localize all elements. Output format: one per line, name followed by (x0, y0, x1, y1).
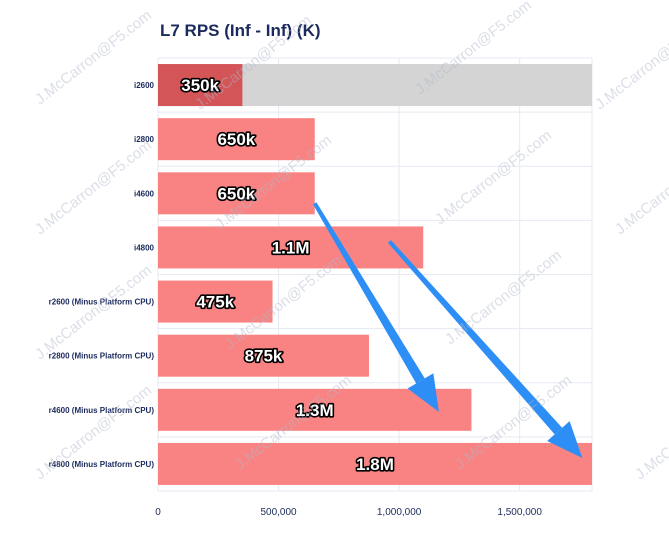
category-label: r4800 (Minus Platform CPU) (49, 460, 155, 469)
watermark-text: J.McCarron@F5.com (432, 127, 555, 228)
x-axis-ticks: 0 500,000 1,000,000 1,500,000 (155, 507, 542, 518)
data-label: 1.8M (356, 455, 394, 474)
category-label: i4800 (134, 243, 155, 252)
data-label: 475k (196, 293, 234, 312)
data-label: 650k (217, 130, 255, 149)
watermark-text: J.McCarron@F5.com (32, 262, 155, 363)
watermark-text: J.McCarron@F5.com (442, 247, 565, 348)
category-label: i4600 (134, 189, 155, 198)
bar-i4800 (158, 226, 424, 269)
category-label: i2600 (134, 81, 155, 90)
data-label: 350k (181, 76, 219, 95)
arrow-head (547, 421, 583, 458)
arrow-shaft (313, 202, 425, 384)
bar-i2600 (158, 64, 243, 107)
data-label: 875k (245, 347, 283, 366)
x-tick-label: 1,500,000 (497, 507, 542, 518)
arrow-shaft (387, 240, 563, 435)
chart-title: L7 RPS (Inf - Inf) (K) (160, 21, 321, 40)
category-label: r2600 (Minus Platform CPU) (49, 298, 155, 307)
watermark-text: J.McCarron@F5.com (632, 382, 669, 483)
arrow-1 (313, 202, 439, 412)
watermark-text: J.McCarron@F5.com (592, 12, 669, 113)
data-label: 1.3M (296, 401, 334, 420)
arrow-2 (387, 240, 583, 458)
arrow-head (407, 373, 439, 412)
x-tick-label: 1,000,000 (377, 507, 422, 518)
category-label: r4600 (Minus Platform CPU) (49, 406, 155, 415)
arrows (313, 202, 583, 458)
watermark-text: J.McCarron@F5.com (32, 137, 155, 238)
x-tick-label: 500,000 (260, 507, 297, 518)
bar-r2800 (158, 334, 369, 377)
watermark-text: J.McCarron@F5.com (612, 137, 669, 238)
watermark-text: J.McCarron@F5.com (32, 7, 155, 108)
data-label: 650k (217, 184, 255, 203)
category-label: i2800 (134, 135, 155, 144)
bar-i4600 (158, 172, 315, 215)
category-label: r2800 (Minus Platform CPU) (49, 352, 155, 361)
bar-r4800 (158, 442, 592, 485)
bar-r2600 (158, 280, 273, 323)
bar-i2800 (158, 118, 315, 161)
x-tick-label: 0 (155, 507, 161, 518)
data-label: 1.1M (272, 238, 310, 257)
category-labels: i2600 i2800 i4600 i4800 r2600 (Minus Platfor… (49, 81, 155, 469)
data-labels: 350k 650k 650k 1.1M 475k 875k 1.3M 1.8M (180, 74, 396, 475)
